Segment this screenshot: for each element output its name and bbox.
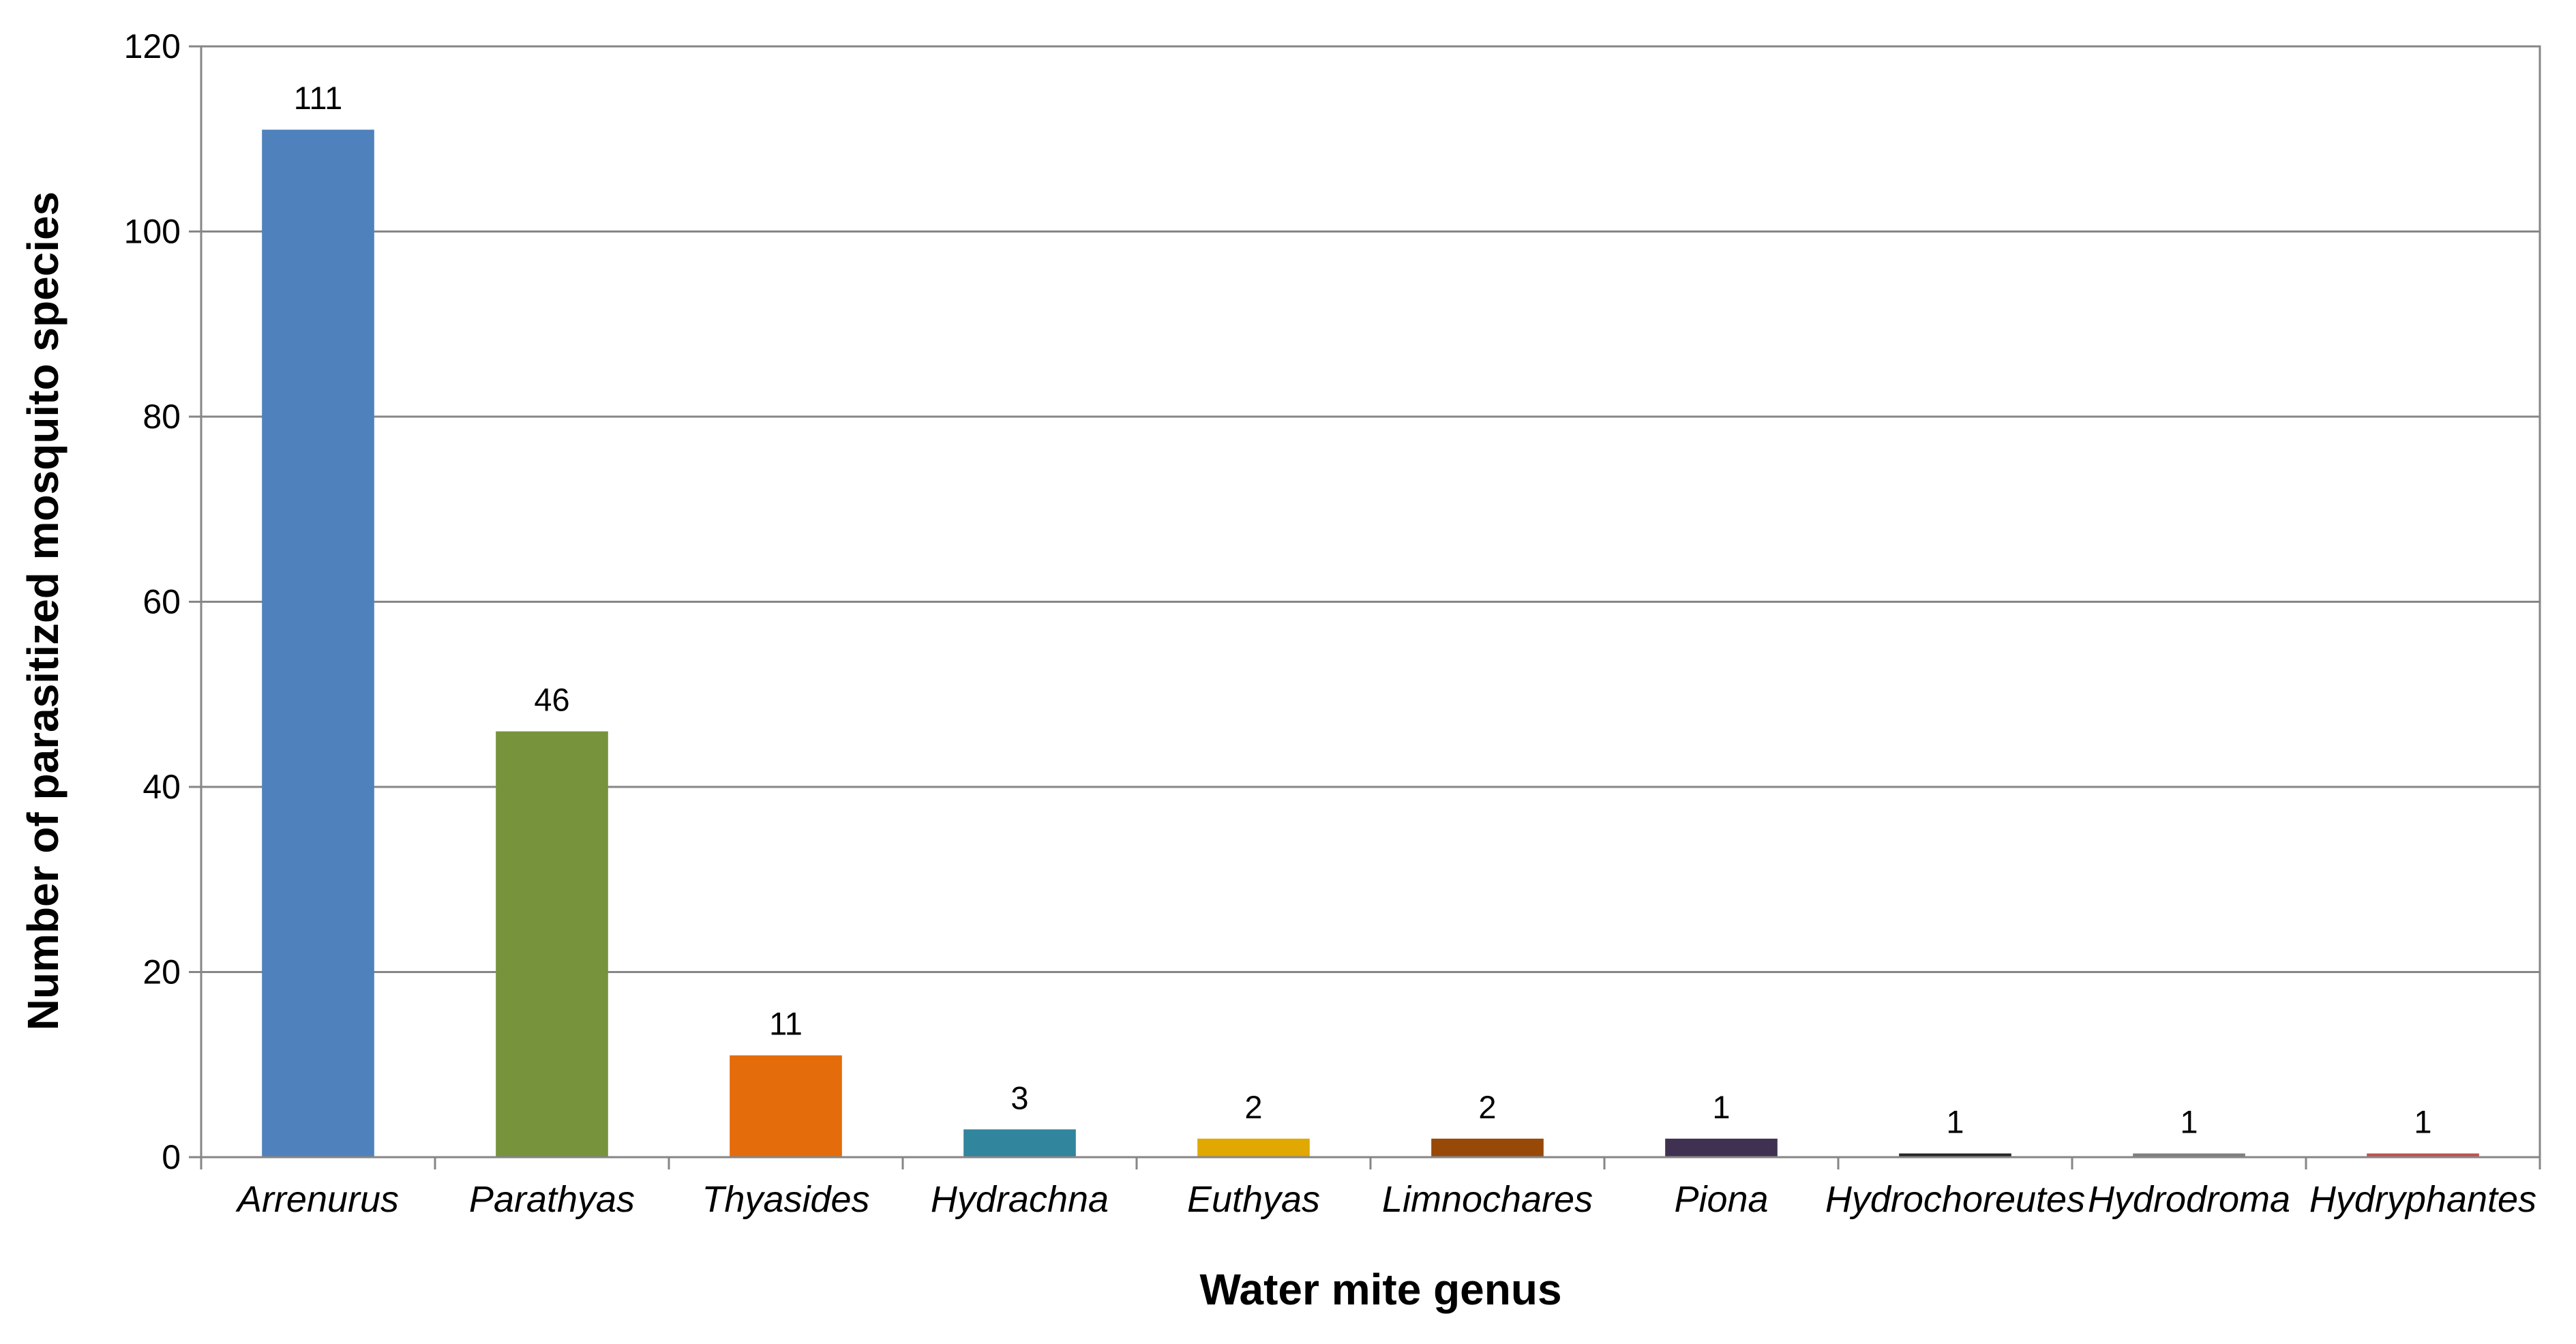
- y-tick-label: 20: [143, 953, 181, 991]
- bar: [963, 1129, 1076, 1157]
- data-label: 46: [534, 682, 569, 718]
- y-tick-label: 100: [124, 213, 181, 251]
- bar: [2367, 1153, 2479, 1157]
- data-label: 1: [1712, 1089, 1730, 1125]
- axes: [189, 45, 2541, 1169]
- x-tick-label: Hydrochoreutes: [1825, 1179, 2085, 1220]
- data-label: 1: [2180, 1104, 2198, 1140]
- x-tick-label: Thyasides: [702, 1179, 869, 1220]
- y-tick-label: 120: [124, 27, 181, 65]
- data-label: 1: [1946, 1104, 1964, 1140]
- labels: 020406080100120111Arrenurus46Parathyas11…: [124, 27, 2537, 1220]
- y-axis-title: Number of parasitized mosquito species: [18, 192, 68, 1031]
- bar: [262, 130, 374, 1157]
- data-label: 2: [1244, 1089, 1262, 1125]
- x-axis-title: Water mite genus: [1199, 1265, 1561, 1314]
- x-tick-label: Euthyas: [1187, 1179, 1320, 1220]
- bar: [1665, 1138, 1778, 1157]
- y-tick-label: 40: [143, 768, 181, 806]
- data-label: 2: [1478, 1089, 1496, 1125]
- y-tick-label: 60: [143, 583, 181, 621]
- y-tick-label: 80: [143, 398, 181, 436]
- x-tick-label: Hydryphantes: [2309, 1179, 2536, 1220]
- x-tick-label: Limnochares: [1382, 1179, 1593, 1220]
- bar: [730, 1055, 842, 1157]
- bar: [1197, 1138, 1310, 1157]
- x-tick-label: Hydrodroma: [2088, 1179, 2290, 1220]
- x-tick-label: Hydrachna: [931, 1179, 1109, 1220]
- y-tick-label: 0: [162, 1138, 181, 1176]
- bar: [1431, 1138, 1544, 1157]
- data-label: 3: [1010, 1079, 1028, 1116]
- x-tick-label: Arrenurus: [235, 1179, 399, 1220]
- data-label: 11: [769, 1006, 803, 1042]
- bars: [262, 130, 2479, 1157]
- data-label: 111: [294, 80, 342, 116]
- x-tick-label: Parathyas: [469, 1179, 635, 1220]
- data-label: 1: [2414, 1104, 2431, 1140]
- bar: [496, 731, 608, 1157]
- bar: [1899, 1153, 2011, 1157]
- x-tick-label: Piona: [1674, 1179, 1768, 1220]
- bar: [2133, 1153, 2245, 1157]
